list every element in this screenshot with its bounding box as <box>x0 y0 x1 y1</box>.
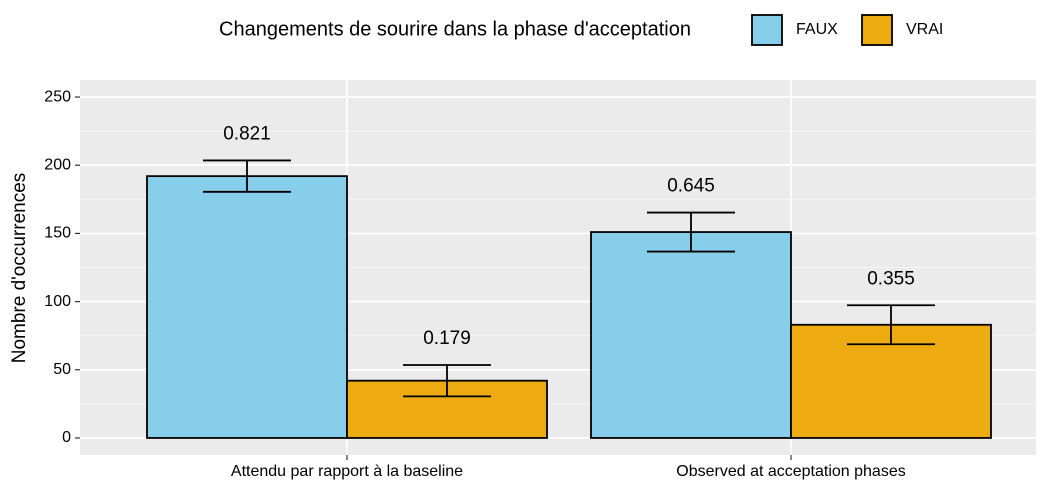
bar <box>146 175 348 439</box>
y-tick-label: 250 <box>44 88 71 105</box>
y-tick-label: 0 <box>62 429 71 446</box>
legend-label: VRAI <box>906 21 943 38</box>
y-tick-label: 200 <box>44 156 71 173</box>
data-label: 0.821 <box>223 123 271 144</box>
y-tick-label: 100 <box>44 293 71 310</box>
legend-label: FAUX <box>796 21 838 38</box>
data-label: 0.645 <box>667 176 715 197</box>
y-tick-label: 150 <box>44 225 71 242</box>
bar <box>590 231 792 439</box>
error-bar <box>403 364 491 398</box>
legend-key <box>751 14 783 46</box>
legend-key <box>861 14 893 46</box>
y-tick-label: 50 <box>53 361 71 378</box>
error-bar <box>647 211 735 253</box>
data-label: 0.179 <box>423 328 471 349</box>
data-label: 0.355 <box>867 268 915 289</box>
x-tick-label: Observed at acceptation phases <box>676 463 905 480</box>
y-axis-title: Nombre d'occurrences <box>9 173 30 364</box>
bar <box>790 323 992 439</box>
error-bar <box>203 159 291 193</box>
x-tick-label: Attendu par rapport à la baseline <box>231 463 463 480</box>
error-bar <box>847 304 935 346</box>
legend-title: Changements de sourire dans la phase d'a… <box>219 18 691 40</box>
